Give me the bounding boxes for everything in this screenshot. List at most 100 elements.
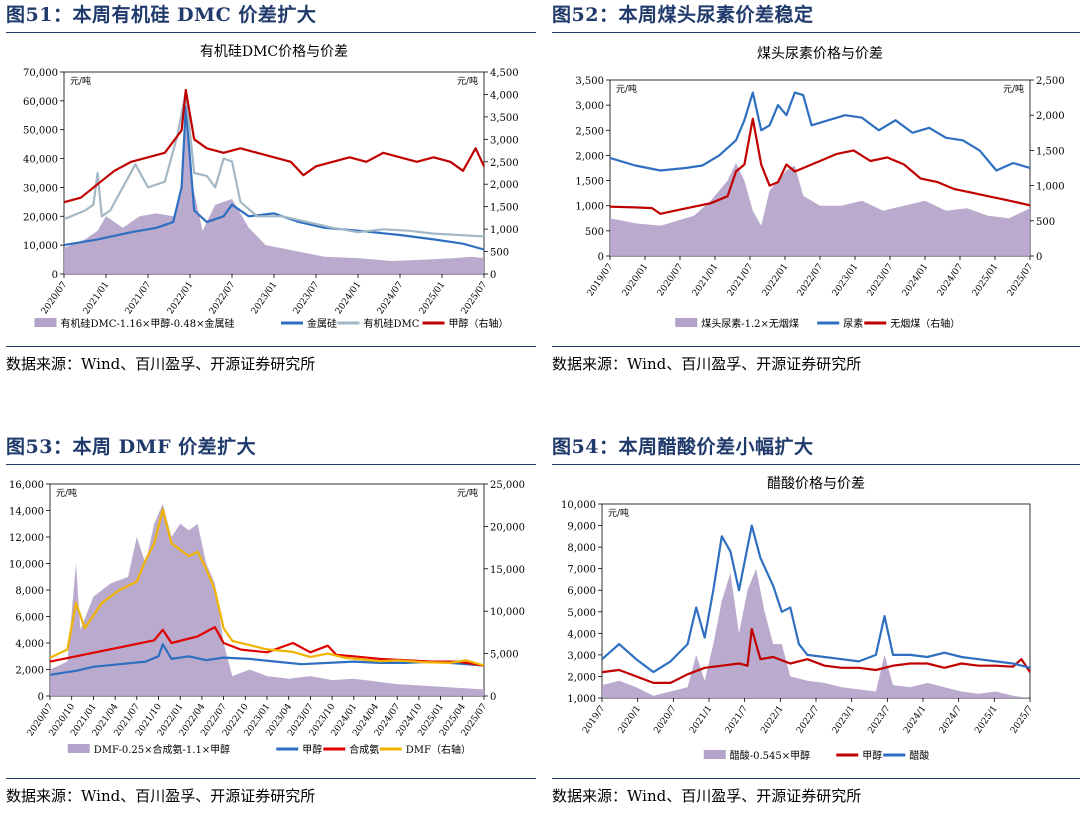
y-left-tick-label: 10,000: [23, 241, 58, 252]
series-line: [63, 91, 485, 238]
legend-swatch: [675, 318, 698, 327]
legend-label: 甲醇: [302, 743, 322, 756]
figure-panel-51: 图51：本周有机硅 DMC 价差扩大 有机硅DMC价格与价差 0 10,000 20,…: [6, 0, 536, 400]
series-line: [49, 508, 485, 667]
data-source: 数据来源：Wind、百川盈孚、开源证券研究所: [6, 355, 316, 373]
y-left-tick-label: 3,000: [575, 101, 604, 112]
urea-chart: 煤头尿素价格与价差 0 500 1,000 1,500 2,000 2,500 3,000 3,…: [575, 46, 1065, 330]
y-left-tick-label: 20,000: [23, 212, 58, 223]
y-right-tick-label: 3,500: [490, 113, 519, 124]
x-tick-label: 2021/07: [726, 262, 756, 299]
x-tick-label: 2019/07: [586, 262, 616, 299]
y-right-tick-label: 5,000: [490, 650, 519, 661]
source-rule: [6, 346, 536, 347]
source-rule: [552, 778, 1080, 779]
data-source: 数据来源：Wind、百川盈孚、开源证券研究所: [552, 787, 862, 805]
y-right-tick-label: 4,500: [490, 68, 519, 79]
legend-label: 合成氨: [349, 743, 379, 756]
data-source: 数据来源：Wind、百川盈孚、开源证券研究所: [6, 787, 316, 805]
series-line: [63, 88, 485, 204]
figure-panel-52: 图52：本周煤头尿素价差稳定 煤头尿素价格与价差 0 500 1,000 1,500 2,…: [552, 0, 1080, 400]
legend-label: 醋酸-0.545×甲醇: [730, 749, 810, 762]
legend-label: 醋酸: [909, 749, 929, 762]
legend-label: 金属硅: [307, 317, 337, 330]
title-rule: [6, 464, 536, 465]
x-tick-label: 2020/07: [656, 262, 686, 299]
y-left-tick-label: 7,000: [567, 565, 596, 576]
dmc-chart: 有机硅DMC价格与价差 0 10,000 20,000 30,000 40,000 50,0…: [23, 44, 519, 330]
y-left-tick-label: 40,000: [23, 155, 58, 166]
x-tick-label: 2021/01: [691, 262, 721, 298]
right-unit-label: 元/吨: [1003, 83, 1024, 95]
y-left-tick-label: 14,000: [9, 507, 44, 518]
dmf-chart: 0 2,000 4,000 6,000 8,000 10,000 12,000 14,000 1…: [9, 480, 525, 756]
legend-swatch: [67, 744, 90, 753]
y-left-tick-label: 3,500: [575, 76, 604, 87]
y-right-tick-label: 25,000: [490, 480, 525, 491]
legend-label: 有机硅DMC-1.16×甲醇-0.48×金属硅: [61, 317, 235, 330]
series-line: [601, 524, 1031, 674]
y-left-tick-label: 8,000: [15, 586, 44, 597]
y-right-tick-label: 500: [490, 248, 509, 259]
y-left-tick-label: 10,000: [561, 500, 596, 511]
legend-label: 甲醇: [862, 749, 882, 762]
y-left-tick-label: 10,000: [9, 560, 44, 571]
spread-area: [64, 95, 484, 274]
left-unit-label: 元/吨: [608, 507, 629, 519]
y-right-tick-label: 4,000: [490, 90, 519, 101]
x-tick-label: 2021/1: [688, 704, 714, 736]
plot-frame: [601, 503, 1031, 699]
y-right-tick-label: 1,000: [490, 225, 519, 236]
x-tick-label: 2021/01: [82, 280, 112, 316]
x-tick-label: 2025/1: [973, 704, 999, 736]
y-right-tick-label: 1,500: [1036, 146, 1065, 157]
y-right-tick-label: 2,500: [490, 158, 519, 169]
legend-label: 尿素: [843, 317, 863, 330]
y-left-tick-label: 3,000: [567, 651, 596, 662]
series-line: [63, 105, 485, 251]
y-right-tick-label: 2,500: [1036, 76, 1065, 87]
y-left-tick-label: 4,000: [567, 629, 596, 640]
spread-area: [50, 503, 484, 696]
spread-area: [602, 568, 1030, 698]
y-right-tick-label: 2,000: [1036, 111, 1065, 122]
chart-title: 煤头尿素价格与价差: [757, 46, 883, 62]
x-tick-label: 2023/01: [831, 262, 861, 298]
y-left-tick-label: 50,000: [23, 126, 58, 137]
x-tick-label: 2023/01: [250, 280, 280, 316]
x-tick-label: 2025/07: [460, 280, 490, 317]
legend-label: 甲醇（右轴）: [449, 317, 509, 330]
y-left-tick-label: 70,000: [23, 68, 58, 79]
y-left-tick-label: 0: [38, 692, 44, 703]
x-tick-label: 2023/07: [866, 262, 896, 299]
y-left-tick-label: 2,500: [575, 126, 604, 137]
y-left-tick-label: 8,000: [567, 543, 596, 554]
y-left-tick-label: 12,000: [9, 533, 44, 544]
legend-label: 煤头尿素-1.2×无烟煤: [701, 317, 799, 330]
y-left-tick-label: 500: [585, 227, 604, 238]
chart-title: 醋酸价格与价差: [767, 476, 865, 492]
figure-title: 图51：本周有机硅 DMC 价差扩大: [6, 4, 317, 26]
legend-label: DMF（右轴）: [406, 743, 471, 756]
x-tick-label: 2019/7: [581, 704, 608, 736]
title-rule: [6, 32, 536, 33]
source-rule: [552, 346, 1080, 347]
y-left-tick-label: 16,000: [9, 480, 44, 491]
x-tick-label: 2022/1: [759, 704, 785, 736]
legend-label: 有机硅DMC: [364, 317, 420, 330]
x-tick-label: 2023/07: [292, 280, 322, 317]
x-tick-label: 2024/7: [938, 704, 965, 736]
title-rule: [552, 32, 1080, 33]
chart-title: 有机硅DMC价格与价差: [200, 44, 348, 60]
series-line: [49, 643, 485, 676]
y-left-tick-label: 1,000: [575, 202, 604, 213]
title-rule: [552, 464, 1080, 465]
y-left-tick-label: 60,000: [23, 97, 58, 108]
figure-panel-54: 图54：本周醋酸价差小幅扩大 醋酸价格与价差 1,000 2,000 3,000 4,0…: [552, 432, 1080, 832]
acetic-acid-chart: 醋酸价格与价差 1,000 2,000 3,000 4,000 5,000 6,000 7,0…: [561, 476, 1036, 762]
x-tick-label: 2022/01: [761, 262, 791, 298]
x-tick-label: 2023/1: [831, 704, 857, 736]
y-left-tick-label: 6,000: [567, 586, 596, 597]
x-tick-label: 2020/01: [621, 262, 651, 298]
x-tick-label: 2021/7: [724, 704, 751, 736]
